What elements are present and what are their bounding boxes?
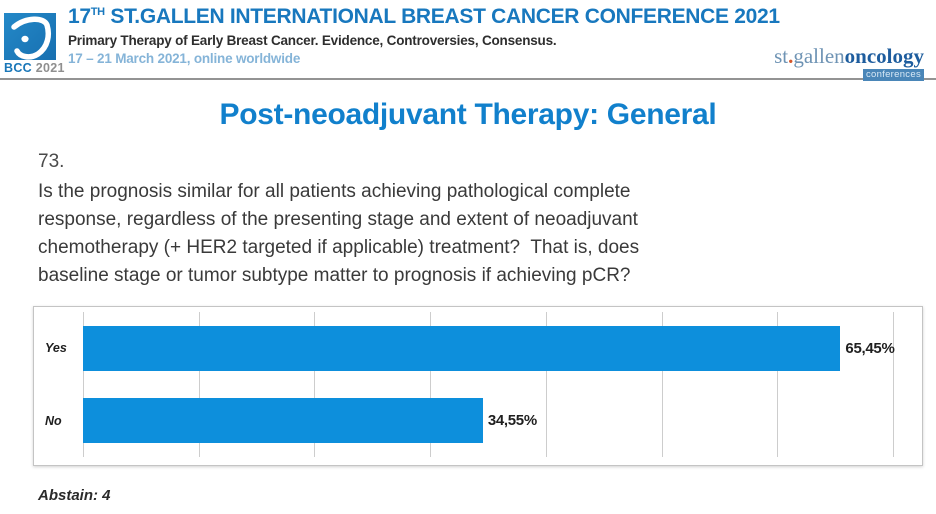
gridline — [545, 312, 547, 457]
stgallen-logo-dot: . — [788, 44, 794, 68]
poll-bar-chart: Yes 65,45% No 34,55% — [33, 306, 923, 466]
gridline — [314, 312, 316, 457]
conference-title-number: 17 — [68, 5, 91, 28]
gridline — [661, 312, 663, 457]
bar-track: 65,45% — [83, 312, 922, 385]
bar-yes — [83, 325, 841, 371]
stgallen-conferences-badge: conferences — [862, 69, 924, 81]
slide-title: Post-neoadjuvant Therapy: General — [219, 98, 717, 131]
gridline — [777, 312, 779, 457]
bcc-year: 2021 — [35, 61, 65, 75]
conference-title-ordinal: TH — [90, 6, 105, 18]
chart-row: No 34,55% — [34, 385, 922, 458]
gridline — [198, 312, 200, 457]
stgallen-oncology-logo: st.gallenoncology conferences — [774, 44, 924, 81]
abstain-note: Abstain: 4 — [38, 487, 111, 504]
bcc-year-label: BCC 2021 — [4, 61, 64, 75]
stgallen-logo-gallen: gallen — [793, 44, 845, 68]
plot-area — [83, 312, 922, 457]
stgallen-logo-st: st — [774, 44, 789, 68]
stgallen-logo-oncology: oncology — [844, 44, 924, 68]
bar-no — [83, 398, 483, 444]
gridline — [430, 312, 432, 457]
conference-header-text: 17TH ST.GALLEN INTERNATIONAL BREAST CANC… — [68, 5, 780, 66]
conference-dates: 17 – 21 March 2021, online worldwide — [68, 51, 301, 66]
chart-row: Yes 65,45% — [34, 312, 922, 385]
gridline — [893, 312, 895, 457]
chart-rows: Yes 65,45% No 34,55% — [34, 312, 922, 457]
question-number: 73. — [38, 151, 65, 172]
bcc-logo: BCC 2021 — [4, 13, 64, 75]
bcc-swan-icon — [4, 13, 56, 60]
conference-title: 17TH ST.GALLEN INTERNATIONAL BREAST CANC… — [68, 5, 780, 29]
bcc-text: BCC — [4, 61, 32, 75]
category-label-yes: Yes — [45, 341, 67, 356]
conference-title-rest: ST.GALLEN INTERNATIONAL BREAST CANCER CO… — [104, 5, 780, 28]
conference-subtitle: Primary Therapy of Early Breast Cancer. … — [68, 33, 557, 48]
question-line: response, regardless of the presenting s… — [38, 209, 638, 230]
gridline — [83, 312, 84, 457]
question-line: Is the prognosis similar for all patient… — [38, 181, 631, 202]
question-text: Is the prognosis similar for all patient… — [38, 178, 898, 290]
bar-track: 34,55% — [83, 385, 922, 458]
category-label-no: No — [45, 413, 62, 428]
question-line: baseline stage or tumor subtype matter t… — [38, 265, 631, 286]
conference-header: BCC 2021 17TH ST.GALLEN INTERNATIONAL BR… — [0, 0, 936, 81]
value-label-no: 34,55% — [487, 412, 537, 430]
value-label-yes: 65,45% — [845, 339, 895, 357]
question-line: chemotherapy (+ HER2 targeted if applica… — [38, 237, 640, 258]
